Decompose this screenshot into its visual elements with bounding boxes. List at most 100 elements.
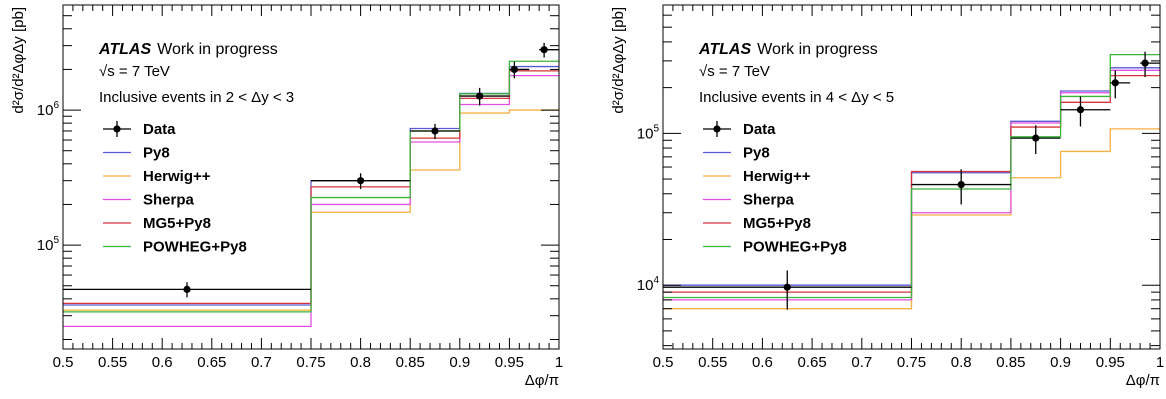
x-tick-label: 1	[555, 354, 563, 371]
legend-entry: Py8	[103, 145, 170, 162]
legend-entry: Sherpa	[103, 192, 195, 209]
x-axis-label: Δφ/π	[525, 372, 559, 389]
data-point	[663, 270, 912, 310]
legend-marker	[713, 125, 721, 133]
data-point-marker	[431, 127, 439, 135]
y-tick-label: 106	[37, 100, 60, 119]
x-tick-label: 0.6	[152, 354, 173, 371]
x-tick-label: 0.5	[653, 354, 674, 371]
atlas-status: Work in progress	[157, 41, 278, 58]
data-point-marker	[1076, 106, 1085, 114]
y-tick-label-exp: 4	[653, 275, 659, 286]
atlas-name: ATLAS	[698, 41, 751, 58]
legend-entry: POWHEG+Py8	[703, 239, 847, 256]
legend-label: Sherpa	[143, 192, 195, 209]
x-tick-label: 0.65	[197, 354, 226, 371]
x-tick-label: 0.75	[897, 354, 926, 371]
y-tick-label-base: 10	[637, 125, 654, 142]
y-tick-label: 105	[637, 123, 660, 142]
legend-entry: Data	[703, 121, 776, 138]
x-tick-label: 0.7	[251, 354, 272, 371]
x-tick-label: 0.65	[797, 354, 826, 371]
data-point-marker	[1032, 134, 1040, 142]
y-tick-label-base: 10	[37, 102, 54, 119]
data-point-marker	[476, 92, 484, 100]
y-tick-label-exp: 6	[53, 100, 59, 111]
x-axis-label: Δφ/π	[1126, 372, 1160, 389]
legend-entry: Sherpa	[703, 192, 795, 209]
x-tick-label: 0.9	[449, 354, 470, 371]
x-tick-label: 0.55	[98, 354, 127, 371]
legend-label: MG5+Py8	[743, 215, 811, 232]
data-point-marker	[510, 65, 518, 74]
data-point	[1060, 96, 1111, 127]
legend-label: Sherpa	[743, 192, 795, 209]
data-point-marker	[183, 285, 191, 293]
selection-label: Inclusive events in 4 < Δy < 5	[699, 89, 894, 106]
data-point	[539, 42, 559, 58]
y-axis-label: d²σ/d²ΔφΔy [pb]	[10, 7, 27, 114]
atlas-status: Work in progress	[757, 41, 878, 58]
atlas-label: ATLAS Work in progress	[98, 41, 278, 58]
x-tick-label: 0.95	[1096, 354, 1125, 371]
y-tick-label-base: 10	[37, 237, 54, 254]
legend-entry: Herwig++	[703, 168, 811, 185]
plot-area	[63, 42, 559, 328]
x-tick-label: 0.8	[350, 354, 371, 371]
x-tick-label: 0.55	[698, 354, 727, 371]
legend-entry: Herwig++	[103, 168, 211, 185]
data-point	[459, 87, 510, 106]
x-tick-label: 0.8	[951, 354, 972, 371]
energy-label: √s = 7 TeV	[99, 63, 170, 80]
y-axis-label: d²σ/d²ΔφΔy [pb]	[610, 7, 627, 114]
legend-label: POWHEG+Py8	[143, 239, 247, 256]
x-tick-label: 0.5	[53, 354, 74, 371]
plot-area	[663, 51, 1160, 310]
atlas-name: ATLAS	[98, 41, 151, 58]
data-point	[410, 123, 460, 140]
legend-label: Data	[743, 121, 776, 138]
legend-entry: MG5+Py8	[703, 215, 811, 232]
y-tick-label-exp: 5	[53, 235, 59, 246]
data-point	[509, 61, 530, 79]
legend-label: Py8	[143, 145, 170, 162]
legend-label: Py8	[743, 145, 770, 162]
y-tick-label-exp: 5	[653, 123, 659, 134]
data-point-marker	[1141, 59, 1149, 67]
x-tick-label: 0.7	[851, 354, 872, 371]
data-point	[1010, 125, 1061, 155]
data-point	[1140, 51, 1160, 77]
legend-entry: Data	[103, 121, 176, 138]
chart-panel-1: 0.5 0.55 0.6 0.65 0.7 0.75 0.8 0.85 0.9 0.95 11051…	[10, 4, 563, 389]
chart-panel-2: 0.5 0.55 0.6 0.65 0.7 0.75 0.8 0.85 0.9 0.95 11041…	[610, 4, 1164, 389]
energy-label: √s = 7 TeV	[699, 63, 770, 80]
data-point	[63, 282, 311, 298]
y-tick-label: 105	[37, 235, 60, 254]
x-tick-label: 0.95	[495, 354, 524, 371]
data-point-marker	[540, 46, 548, 54]
x-tick-label: 0.85	[396, 354, 425, 371]
legend-entry: POWHEG+Py8	[103, 239, 247, 256]
data-point	[911, 169, 1011, 205]
selection-label: Inclusive events in 2 < Δy < 3	[99, 89, 294, 106]
y-tick-label-base: 10	[637, 277, 654, 294]
data-point-marker	[357, 177, 365, 185]
x-tick-label: 0.85	[996, 354, 1025, 371]
data-point-marker	[1111, 79, 1119, 87]
atlas-label: ATLAS Work in progress	[698, 41, 878, 58]
data-point	[1110, 70, 1131, 99]
legend-label: MG5+Py8	[143, 215, 211, 232]
legend-entry: MG5+Py8	[103, 215, 211, 232]
x-tick-label: 0.6	[752, 354, 773, 371]
legend-label: Herwig++	[143, 168, 211, 185]
legend-label: Herwig++	[743, 168, 811, 185]
data-point-marker	[957, 180, 965, 189]
x-tick-label: 0.9	[1050, 354, 1071, 371]
data-point	[311, 173, 411, 190]
legend-label: Data	[143, 121, 176, 138]
y-tick-label: 104	[637, 275, 660, 294]
data-point-marker	[783, 283, 791, 291]
legend-label: POWHEG+Py8	[743, 239, 847, 256]
